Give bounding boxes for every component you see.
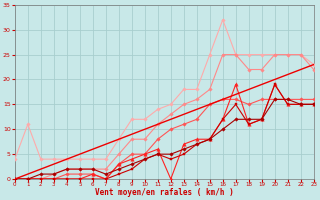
X-axis label: Vent moyen/en rafales ( km/h ): Vent moyen/en rafales ( km/h ) bbox=[95, 188, 234, 197]
